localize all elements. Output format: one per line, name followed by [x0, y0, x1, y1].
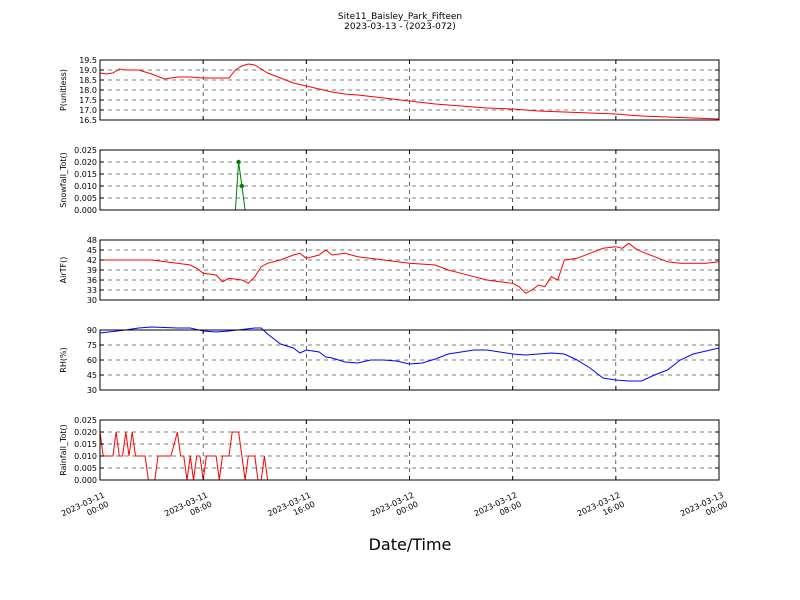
y-tick-label: 75	[87, 341, 97, 350]
y-tick-label: 18.5	[79, 76, 97, 85]
y-tick-label: 0.025	[74, 416, 97, 425]
y-tick-label: 18.0	[79, 86, 97, 95]
y-axis-label: RH(%)	[59, 347, 68, 372]
y-tick-label: 19.0	[79, 66, 97, 75]
y-tick-label: 33	[87, 286, 97, 295]
y-tick-label: 0.000	[74, 476, 97, 485]
x-axis-label: Date/Time	[369, 535, 452, 554]
y-tick-label: 16.5	[79, 116, 97, 125]
y-tick-label: 48	[87, 236, 97, 245]
y-tick-label: 19.5	[79, 56, 97, 65]
y-tick-label: 17.5	[79, 96, 97, 105]
y-tick-label: 45	[87, 246, 97, 255]
panels: 16.517.017.518.018.519.019.5 P(unitless) 0…	[59, 56, 720, 485]
chart-title-line2: 2023-03-13 - (2023-072)	[344, 22, 456, 32]
series-line-0	[99, 63, 720, 120]
y-tick-label: 0.020	[74, 428, 97, 437]
y-tick-label: 30	[87, 296, 97, 305]
y-tick-label: 0.015	[74, 170, 97, 179]
y-tick-label: 0.005	[74, 194, 97, 203]
y-tick-label: 45	[87, 371, 97, 380]
y-tick-label: 0.020	[74, 158, 97, 167]
y-tick-label: 0.010	[74, 182, 97, 191]
y-tick-label: 0.015	[74, 440, 97, 449]
y-axis-label: AirTF()	[59, 257, 68, 284]
y-tick-label: 39	[87, 266, 97, 275]
y-tick-label: 30	[87, 386, 97, 395]
y-tick-label: 60	[87, 356, 97, 365]
panel-1: 0.000 0.005 0.010 0.015 0.020 0.025 Snowfall_T…	[59, 146, 720, 215]
y-tick-label: 17.0	[79, 106, 97, 115]
chart-title-line1: Site11_Baisley_Park_Fifteen	[338, 12, 462, 22]
y-tick-label: 0.025	[74, 146, 97, 155]
panel-4: 0.000 0.005 0.010 0.015 0.020 0.025 Rainfall_T…	[59, 416, 720, 485]
y-tick-label: 90	[87, 326, 97, 335]
series-line-4	[99, 431, 719, 481]
y-tick-label: 0.000	[74, 206, 97, 215]
y-axis-label: P(unitless)	[59, 69, 68, 111]
y-tick-label: 36	[87, 276, 97, 285]
y-axis-label: Snowfall_Tot()	[59, 152, 68, 208]
y-tick-label: 0.005	[74, 464, 97, 473]
panel-3: 30 45 60 75 90 RH(%)	[59, 326, 720, 395]
data-point-marker	[236, 159, 241, 165]
series-line-2	[100, 242, 720, 294]
y-tick-label: 42	[87, 256, 97, 265]
data-point-marker	[239, 183, 245, 189]
y-axis-label: Rainfall_Tot()	[59, 424, 68, 476]
y-tick-label: 0.010	[74, 452, 97, 461]
panel-0: 16.517.017.518.018.519.019.5 P(unitless)	[59, 56, 720, 125]
